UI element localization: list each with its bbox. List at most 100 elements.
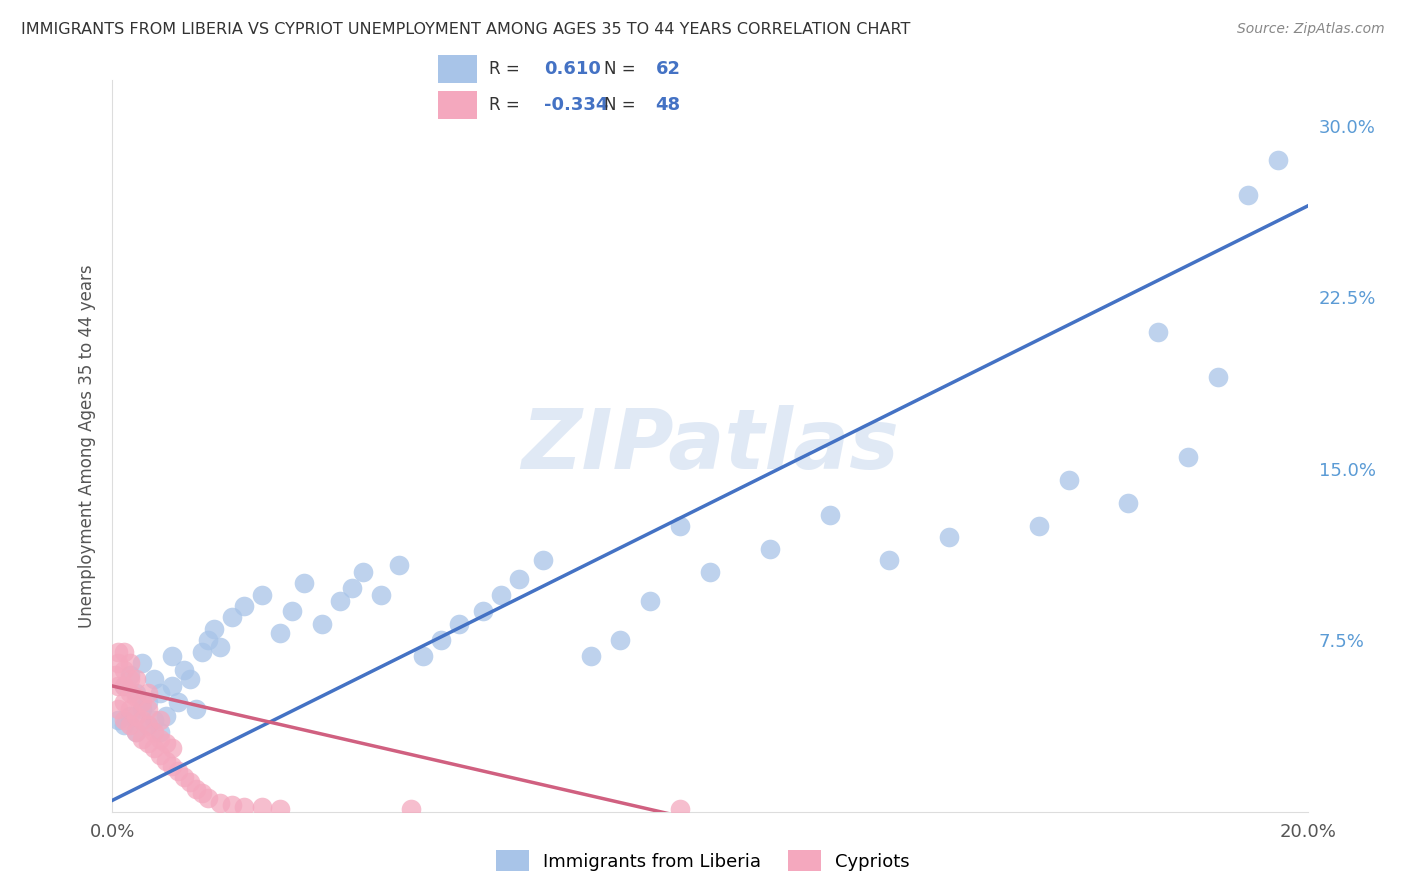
Point <box>107 656 129 670</box>
Point <box>879 553 901 567</box>
Point <box>1267 153 1289 168</box>
Text: 0.610: 0.610 <box>544 61 600 78</box>
Point <box>250 588 273 602</box>
Point <box>1237 187 1260 202</box>
Point <box>138 695 160 709</box>
Point <box>107 645 129 659</box>
Point <box>1028 519 1050 533</box>
Point <box>120 686 142 700</box>
FancyBboxPatch shape <box>437 55 477 84</box>
Point <box>120 718 142 732</box>
Point <box>162 740 183 755</box>
Point <box>1147 325 1170 339</box>
Point <box>125 724 148 739</box>
Point <box>107 702 129 716</box>
Legend: Immigrants from Liberia, Cypriots: Immigrants from Liberia, Cypriots <box>489 843 917 879</box>
Text: R =: R = <box>489 61 526 78</box>
Point <box>412 649 434 664</box>
Point <box>508 572 530 586</box>
Point <box>149 714 172 728</box>
Point <box>818 508 841 522</box>
Point <box>114 679 135 693</box>
Point <box>191 645 214 659</box>
Point <box>759 541 782 556</box>
Point <box>221 797 243 812</box>
Point <box>149 747 172 762</box>
Point <box>370 588 392 602</box>
Point <box>149 686 172 700</box>
Point <box>107 679 129 693</box>
Text: -0.334: -0.334 <box>544 95 607 113</box>
Point <box>155 755 177 769</box>
Point <box>114 645 135 659</box>
Point <box>430 633 453 648</box>
Point <box>143 672 166 686</box>
Point <box>353 565 375 579</box>
Point <box>388 558 411 572</box>
Point <box>197 791 219 805</box>
Text: N =: N = <box>605 61 641 78</box>
Point <box>250 800 273 814</box>
Point <box>449 617 471 632</box>
Point <box>609 633 631 648</box>
Text: Source: ZipAtlas.com: Source: ZipAtlas.com <box>1237 22 1385 37</box>
Point <box>179 775 201 789</box>
Point <box>104 667 127 681</box>
Point <box>233 800 256 814</box>
Point <box>114 718 135 732</box>
Point <box>131 695 153 709</box>
Point <box>173 771 195 785</box>
Text: IMMIGRANTS FROM LIBERIA VS CYPRIOT UNEMPLOYMENT AMONG AGES 35 TO 44 YEARS CORREL: IMMIGRANTS FROM LIBERIA VS CYPRIOT UNEMP… <box>21 22 911 37</box>
Point <box>202 622 225 636</box>
Text: N =: N = <box>605 95 641 113</box>
Point <box>114 663 135 677</box>
Point <box>143 714 166 728</box>
Point <box>191 787 214 801</box>
Point <box>640 594 662 608</box>
Point <box>114 714 135 728</box>
Point <box>186 781 208 796</box>
Point <box>125 690 148 705</box>
Point <box>531 553 554 567</box>
Text: 48: 48 <box>655 95 681 113</box>
Point <box>143 740 166 755</box>
Point <box>311 617 333 632</box>
Point <box>173 663 195 677</box>
Point <box>138 718 160 732</box>
Point <box>125 724 148 739</box>
Point <box>281 604 304 618</box>
Point <box>329 594 352 608</box>
Point <box>209 640 232 655</box>
Point <box>155 708 177 723</box>
Point <box>155 736 177 750</box>
Point <box>114 679 135 693</box>
Point <box>162 679 183 693</box>
Text: ZIPatlas: ZIPatlas <box>522 406 898 486</box>
Point <box>269 802 291 816</box>
Point <box>669 519 692 533</box>
Point <box>579 649 602 664</box>
Point <box>179 672 201 686</box>
Point <box>120 708 142 723</box>
FancyBboxPatch shape <box>437 91 477 119</box>
Point <box>162 759 183 773</box>
Point <box>149 731 172 746</box>
Point <box>114 695 135 709</box>
Point <box>1057 473 1080 487</box>
Point <box>186 702 208 716</box>
Point <box>1177 450 1199 465</box>
Point <box>669 802 692 816</box>
Point <box>131 714 153 728</box>
Point <box>131 656 153 670</box>
Point <box>120 667 142 681</box>
Point <box>1206 370 1229 384</box>
Point <box>138 718 160 732</box>
Point <box>209 796 232 810</box>
Point <box>149 724 172 739</box>
Point <box>938 530 960 544</box>
Point <box>162 649 183 664</box>
Point <box>221 610 243 624</box>
Point <box>120 672 142 686</box>
Point <box>340 581 363 595</box>
Point <box>138 702 160 716</box>
